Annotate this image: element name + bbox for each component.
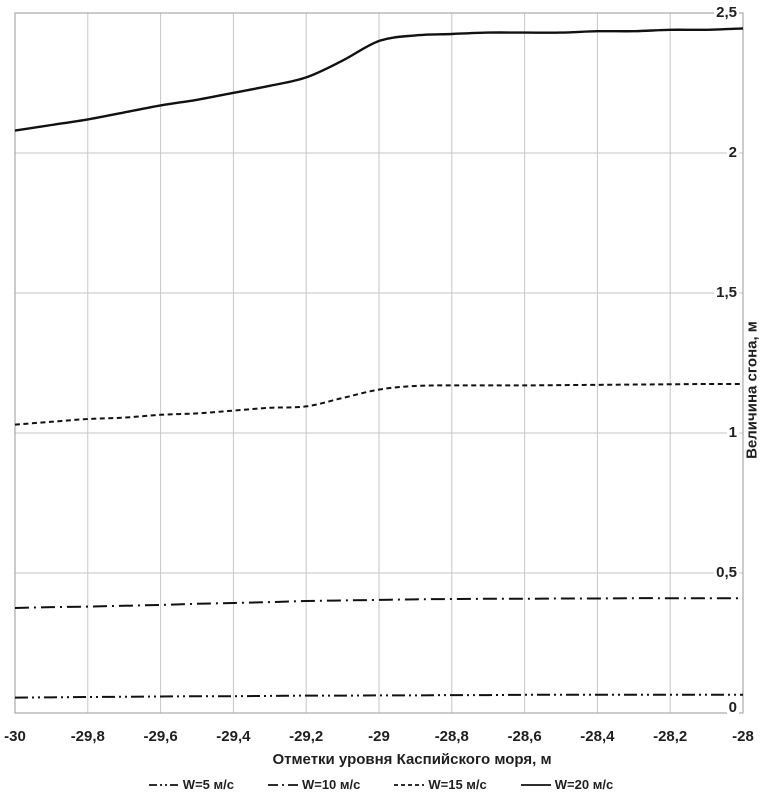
series-line-w20 [14, 27, 744, 132]
legend-line-sample-icon [148, 783, 179, 786]
x-tick-label: -30 [4, 728, 26, 745]
legend-item-w5: W=5 м/с [148, 777, 234, 792]
x-tick-label: -29,8 [70, 728, 105, 745]
y-tick-label: 2 [726, 144, 739, 162]
y-tick-label: 1,5 [714, 284, 739, 302]
x-tick-label: -29,4 [216, 728, 251, 745]
x-tick-label: -29,6 [143, 728, 178, 745]
legend-label: W=10 м/с [301, 777, 361, 792]
x-tick-label: -28,2 [653, 728, 688, 745]
plot-border [14, 12, 744, 714]
x-tick-label: -29 [368, 728, 390, 745]
legend-item-w15: W=15 м/с [394, 777, 487, 792]
y-tick-label: 0 [726, 699, 739, 717]
legend-line-sample-icon [394, 783, 425, 786]
legend-line-sample-icon [267, 783, 298, 786]
y-axis-title: Величина сгона, м [743, 321, 761, 459]
legend: W=5 м/с W=10 м/с W=15 м/с W=20 м/с [0, 777, 762, 792]
x-tick-label: -28,8 [434, 728, 469, 745]
x-tick-label: -29,2 [289, 728, 324, 745]
legend-line-sample-icon [520, 783, 551, 786]
y-tick-label: 2,5 [714, 4, 739, 22]
legend-item-w10: W=10 м/с [267, 777, 361, 792]
x-axis-title: Отметки уровня Каспийского моря, м [272, 751, 552, 768]
series-line-w15 [14, 382, 744, 426]
x-tick-label: -28,4 [580, 728, 615, 745]
y-tick-label: 1 [726, 424, 739, 442]
x-tick-label: -28 [732, 728, 754, 745]
series-line-w5 [14, 693, 743, 699]
legend-label: W=5 м/с [182, 777, 234, 792]
series-line-w10 [14, 597, 743, 609]
legend-label: W=15 м/с [428, 777, 487, 792]
legend-item-w20: W=20 м/с [520, 777, 614, 792]
y-tick-label: 0,5 [714, 564, 739, 582]
legend-label: W=20 м/с [554, 777, 614, 792]
x-tick-label: -28,6 [507, 728, 542, 745]
